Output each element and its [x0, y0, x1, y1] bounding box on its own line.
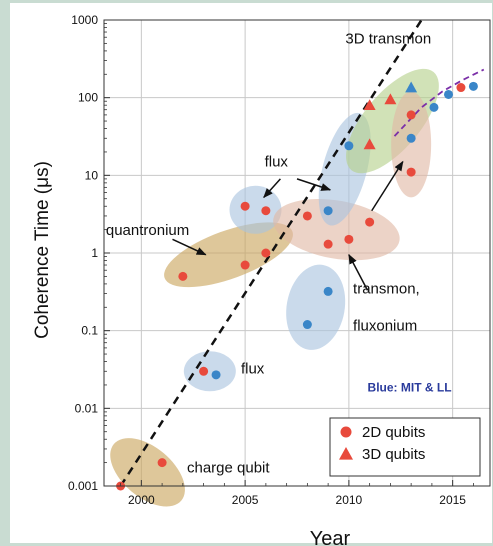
annotation-arrow-1 — [296, 178, 332, 191]
annotation-labels: 3D transmon flux quantronium transmon, fluxo… — [106, 30, 452, 476]
x-tick-label-1: 2005 — [232, 493, 259, 507]
data-point-2d-qubits-9 — [323, 239, 333, 249]
data-point-2d-qubits-8 — [302, 211, 312, 221]
trend-curve — [393, 68, 485, 137]
annotation-6: charge qubit — [187, 459, 270, 476]
annotation-4: fluxonium — [353, 318, 417, 335]
axis-ticks: 0.001 0.01 0.1 1 10 100 1000 2000 2005 2010 2015 — [68, 13, 474, 507]
data-point-2d-qubits-2 — [199, 366, 209, 376]
legend-label-1: 3D qubits — [362, 446, 425, 463]
data-point-2d-qubits-3 — [178, 271, 188, 281]
trend-line — [119, 19, 423, 487]
data-point-2d-qubits-13 — [406, 110, 416, 120]
data-points — [116, 81, 478, 491]
annotation-3: transmon, — [353, 281, 420, 298]
data-point-3d-qubits-0 — [363, 138, 376, 150]
annotation-arrow-4 — [371, 160, 404, 212]
data-point-2d-qubits-7 — [261, 206, 271, 216]
y-tick-label-2: 0.1 — [81, 324, 98, 338]
data-point-2d-qubits-12 — [406, 167, 416, 177]
data-point-mit-ll-5 — [406, 133, 416, 143]
data-point-2d-qubits-14 — [456, 83, 466, 93]
data-point-2d-qubits-1 — [157, 458, 167, 468]
y-tick-label-6: 1000 — [71, 13, 98, 27]
data-point-mit-ll-7 — [443, 89, 453, 99]
x-axis-label: Year — [310, 528, 351, 546]
data-point-mit-ll-0 — [211, 370, 221, 380]
annotation-0: 3D transmon — [345, 30, 431, 47]
x-tick-label-3: 2015 — [439, 493, 466, 507]
annotation-7: Blue: MIT & LL — [368, 380, 452, 394]
region-ellipse-8 — [391, 91, 432, 198]
data-point-mit-ll-4 — [344, 141, 354, 151]
y-axis-label: Coherence Time (μs) — [32, 161, 53, 339]
region-ellipse-2 — [164, 222, 293, 288]
annotation-1: flux — [265, 153, 289, 170]
annotation-arrow-3 — [348, 253, 369, 291]
region-ellipse-4 — [286, 264, 346, 350]
data-point-2d-qubits-11 — [365, 217, 375, 227]
data-point-mit-ll-1 — [302, 320, 312, 330]
y-tick-label-3: 1 — [91, 246, 98, 260]
trend-lines — [119, 19, 485, 487]
region-ellipse-3 — [229, 185, 282, 234]
data-point-mit-ll-3 — [323, 206, 333, 216]
y-tick-label-4: 10 — [85, 168, 99, 182]
x-tick-label-0: 2000 — [128, 493, 155, 507]
data-point-mit-ll-6 — [429, 102, 439, 112]
data-point-2d-qubits-6 — [240, 201, 250, 211]
data-point-2d-qubits-10 — [344, 234, 354, 244]
data-point-2d-qubits-4 — [240, 260, 250, 270]
data-point-3d-qubits-3 — [405, 81, 418, 93]
x-tick-label-2: 2010 — [336, 493, 363, 507]
legend-marker-1 — [339, 447, 353, 460]
annotation-arrows — [172, 160, 404, 291]
data-point-2d-qubits-5 — [261, 248, 271, 258]
annotation-2: quantronium — [106, 222, 189, 239]
region-ellipse-1 — [183, 351, 236, 392]
annotation-arrow-2 — [172, 238, 207, 256]
data-point-mit-ll-8 — [468, 81, 478, 91]
y-tick-label-0: 0.001 — [68, 479, 98, 493]
legend-marker-0 — [340, 426, 352, 438]
data-point-mit-ll-2 — [323, 286, 333, 296]
legend-label-0: 2D qubits — [362, 424, 425, 441]
y-tick-label-5: 100 — [78, 91, 98, 105]
y-tick-label-1: 0.01 — [75, 401, 99, 415]
data-point-3d-qubits-1 — [363, 99, 376, 110]
annotation-5: flux — [241, 361, 265, 378]
legend: 2D qubits 3D qubits — [329, 417, 481, 477]
legend-box — [329, 417, 481, 477]
data-point-3d-qubits-2 — [384, 93, 397, 105]
annotation-arrow-0 — [263, 178, 281, 199]
region-ellipse-0 — [110, 438, 185, 507]
